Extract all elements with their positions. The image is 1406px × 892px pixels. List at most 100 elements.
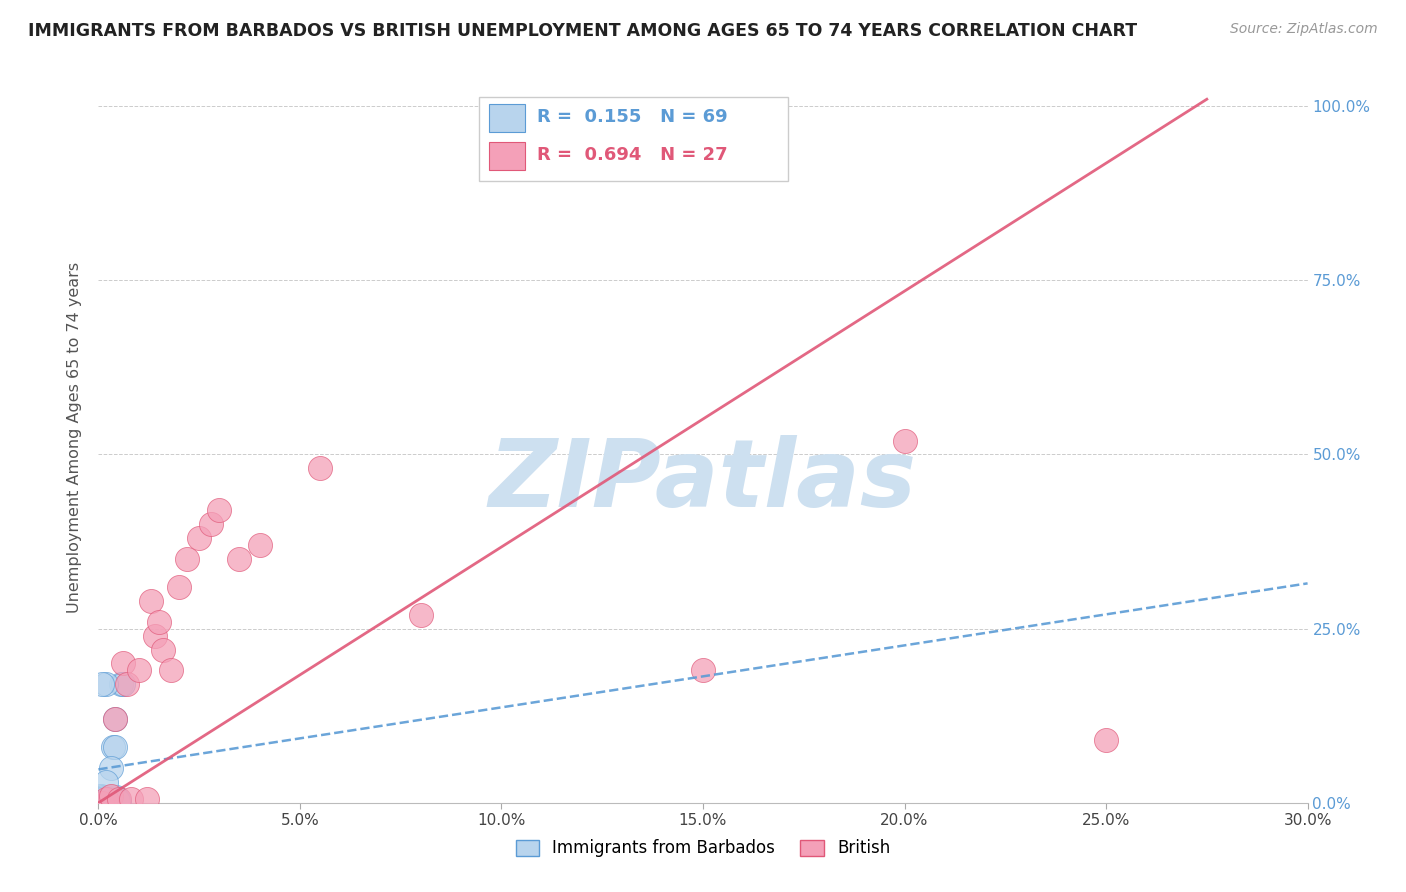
Point [105,790,128,805]
Text: IMMIGRANTS FROM BARBADOS VS BRITISH UNEMPLOYMENT AMONG AGES 65 TO 74 YEARS CORRE: IMMIGRANTS FROM BARBADOS VS BRITISH UNEM… [28,22,1137,40]
Point [97,789,120,804]
Point [91,677,114,691]
FancyBboxPatch shape [489,104,526,132]
Point [100,796,122,810]
Point [90,795,112,809]
FancyBboxPatch shape [479,97,787,181]
Point [96,793,118,807]
Point [104,793,127,807]
Point [91,796,114,810]
Point [97,795,120,809]
Text: ZIPatlas: ZIPatlas [489,435,917,527]
Text: R =  0.155   N = 69: R = 0.155 N = 69 [537,108,728,126]
Point [228,552,250,566]
Point [100,796,122,810]
Point [91,791,114,805]
Point [91,790,114,805]
Point [96,791,118,805]
Point [100,761,122,775]
Y-axis label: Unemployment Among Ages 65 to 74 years: Unemployment Among Ages 65 to 74 years [67,261,83,613]
Point [103,712,125,726]
Point [96,793,118,807]
Legend: Immigrants from Barbados, British: Immigrants from Barbados, British [509,832,897,864]
Point [148,615,170,629]
Point [97,795,120,809]
Point [91,792,114,806]
Point [94,796,117,810]
Point [103,795,125,809]
Point [96,775,118,789]
Point [128,664,150,678]
Point [90,792,112,806]
Point [103,796,125,810]
Point [101,796,124,810]
Point [107,794,129,808]
Point [91,796,114,810]
Point [139,594,162,608]
Point [176,552,198,566]
Point [93,796,115,810]
Point [103,740,125,755]
Point [167,580,190,594]
Point [111,657,134,671]
Point [100,789,122,803]
Point [90,789,112,803]
Point [893,434,915,448]
Point [105,794,128,808]
Point [152,642,174,657]
FancyBboxPatch shape [489,143,526,170]
Point [89,796,111,810]
Point [97,796,120,810]
Point [111,677,134,691]
Point [249,538,271,552]
Point [120,792,142,806]
Point [409,607,432,622]
Point [103,794,125,808]
Point [160,664,183,678]
Point [98,794,121,808]
Point [692,664,714,678]
Point [105,796,128,810]
Point [87,796,110,810]
Point [96,677,118,691]
Point [309,461,332,475]
Point [98,794,121,808]
Point [101,740,124,755]
Point [101,791,124,805]
Point [100,791,122,805]
Point [90,794,112,808]
Point [105,792,128,806]
Point [93,794,115,808]
Point [98,792,121,806]
Point [89,796,111,810]
Point [110,677,132,691]
Point [100,796,122,810]
Point [94,791,117,805]
Point [104,795,127,809]
Point [89,794,111,808]
Point [89,792,111,806]
Point [1095,733,1118,747]
Point [208,503,231,517]
Point [103,794,125,808]
Point [101,793,124,807]
Point [143,629,166,643]
Point [89,796,111,810]
Point [97,795,120,809]
Point [93,796,115,810]
Point [89,792,111,806]
Point [200,517,222,532]
Point [94,791,117,805]
Point [104,794,127,808]
Point [107,795,129,809]
Point [96,791,118,805]
Point [107,791,129,805]
Point [115,677,138,691]
Point [93,794,115,808]
Point [103,793,125,807]
Point [96,792,118,806]
Point [188,531,211,545]
Point [100,792,122,806]
Point [135,792,157,806]
Point [91,794,114,808]
